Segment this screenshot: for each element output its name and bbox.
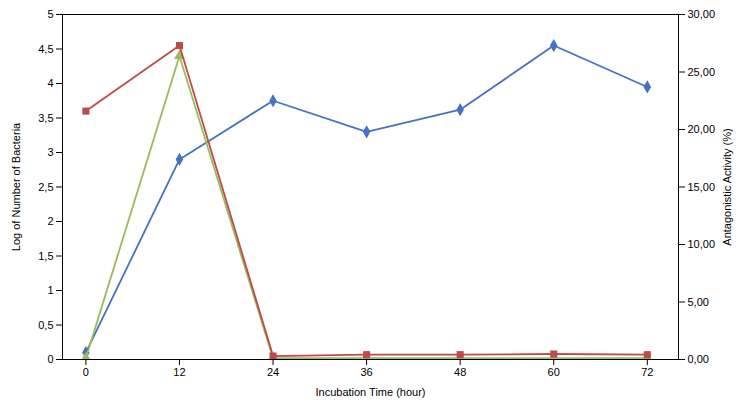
svg-text:24: 24 [267, 366, 279, 378]
svg-text:72: 72 [641, 366, 653, 378]
svg-text:3,5: 3,5 [38, 112, 53, 124]
svg-text:0: 0 [47, 353, 53, 365]
svg-text:60: 60 [548, 366, 560, 378]
svg-text:5,00: 5,00 [688, 296, 709, 308]
svg-text:1,5: 1,5 [38, 250, 53, 262]
svg-text:36: 36 [360, 366, 372, 378]
svg-text:15,00: 15,00 [688, 181, 716, 193]
svg-text:4: 4 [47, 77, 53, 89]
svg-text:3: 3 [47, 146, 53, 158]
svg-text:2: 2 [47, 215, 53, 227]
svg-text:0,5: 0,5 [38, 319, 53, 331]
svg-text:30,00: 30,00 [688, 8, 716, 20]
svg-text:1: 1 [47, 284, 53, 296]
svg-text:4,5: 4,5 [38, 43, 53, 55]
svg-text:5: 5 [47, 8, 53, 20]
svg-text:2,5: 2,5 [38, 181, 53, 193]
svg-text:10,00: 10,00 [688, 238, 716, 250]
svg-text:25,00: 25,00 [688, 66, 716, 78]
svg-text:20,00: 20,00 [688, 123, 716, 135]
svg-text:0,00: 0,00 [688, 353, 709, 365]
svg-text:48: 48 [454, 366, 466, 378]
svg-text:Antagonistic Activity (%): Antagonistic Activity (%) [721, 128, 733, 245]
svg-text:12: 12 [173, 366, 185, 378]
svg-text:Incubation Time (hour): Incubation Time (hour) [315, 386, 425, 398]
svg-text:Log of Number of Bacteria: Log of Number of Bacteria [10, 122, 22, 251]
svg-text:0: 0 [83, 366, 89, 378]
